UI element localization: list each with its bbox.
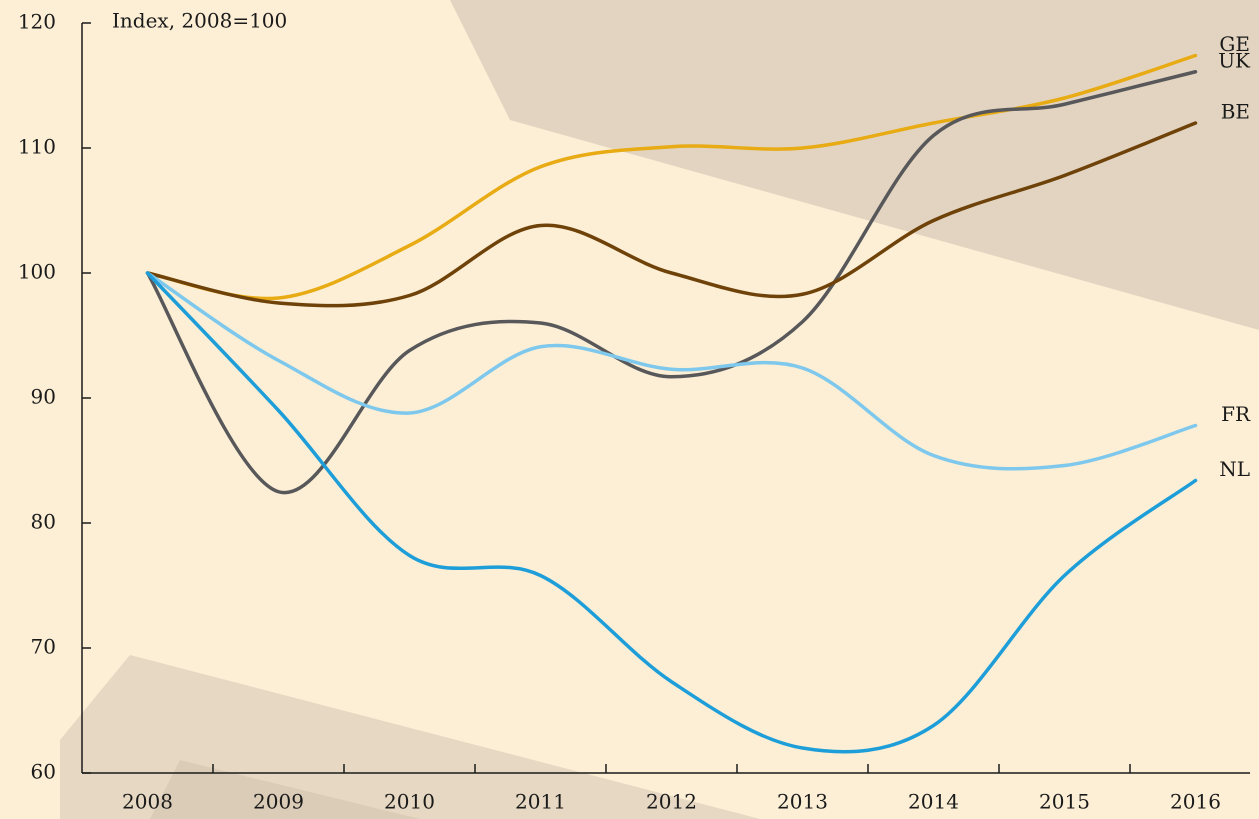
x-tick-label: 2015 [1039,790,1090,814]
chart-subtitle: Index, 2008=100 [112,9,287,33]
x-tick-label: 2016 [1170,790,1221,814]
y-tick-label: 70 [31,635,56,659]
series-label: BE [1221,100,1250,124]
x-tick-label: 2010 [384,790,435,814]
series-line [145,271,1198,754]
y-tick-label: 80 [31,510,56,534]
x-tick-label: 2014 [908,790,959,814]
series-label: FR [1221,402,1251,426]
series-label: NL [1219,457,1250,481]
x-tick-label: 2009 [253,790,304,814]
series-line [145,271,1198,471]
series-label: UK [1218,48,1251,72]
series-label: GE [1219,32,1250,56]
x-tick-label: 2012 [646,790,697,814]
x-tick-label: 2011 [515,790,566,814]
y-tick-label: 100 [18,260,56,284]
y-tick-label: 90 [31,385,56,409]
y-tick-label: 120 [18,10,56,34]
series-line [145,70,1198,495]
series-line [145,121,1198,308]
background-decor [60,0,1259,819]
x-tick-label: 2008 [122,790,173,814]
x-tick-label: 2013 [777,790,828,814]
y-tick-label: 110 [18,135,56,159]
y-tick-label: 60 [31,760,56,784]
